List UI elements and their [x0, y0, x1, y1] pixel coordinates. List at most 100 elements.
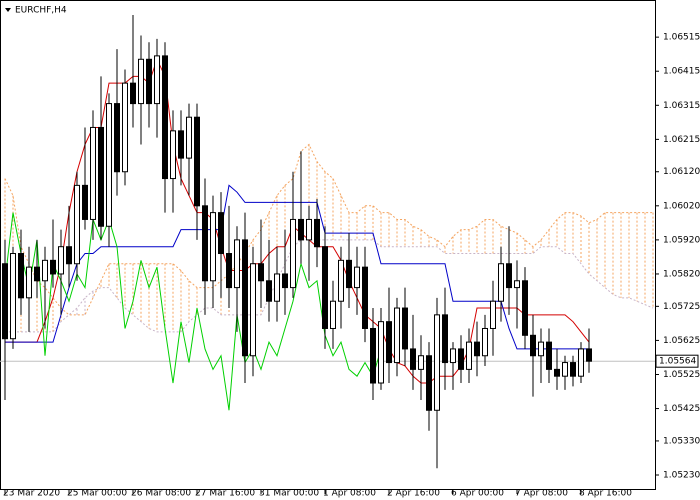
- candle-body: [266, 280, 272, 302]
- candle-body: [434, 314, 440, 411]
- candle-body: [210, 212, 216, 282]
- candle-body: [538, 341, 544, 357]
- candle-body: [282, 273, 288, 289]
- candle-body: [106, 103, 112, 227]
- candle-body: [178, 130, 184, 159]
- y-tick-label: 1.06120: [663, 167, 700, 177]
- candle-body: [570, 362, 576, 377]
- candle-body: [402, 307, 408, 350]
- candle-body: [258, 263, 264, 282]
- candle-body: [10, 253, 16, 340]
- candle-body: [298, 218, 304, 241]
- candle-body: [578, 348, 584, 377]
- y-tick-label: 1.05425: [663, 404, 700, 414]
- candle-body: [194, 116, 200, 207]
- candle-body: [394, 307, 400, 364]
- candle-body: [154, 55, 160, 105]
- last-price-box: [655, 354, 699, 368]
- candle-body: [42, 259, 48, 282]
- candle-body: [362, 266, 368, 329]
- plot-area: [0, 14, 655, 469]
- x-tick-label: 27 Mar 16:00: [195, 489, 255, 499]
- y-tick-label: 1.05625: [663, 336, 700, 346]
- candle-body: [274, 273, 280, 302]
- candle-body: [234, 239, 240, 289]
- candle-body: [418, 355, 424, 370]
- candle-body: [554, 368, 560, 377]
- candle-body: [354, 266, 360, 289]
- candle-body: [138, 58, 144, 105]
- candle-body: [114, 103, 120, 173]
- candle-body: [410, 348, 416, 370]
- candle-body: [306, 218, 312, 241]
- x-tick-label: 8 Apr 16:00: [579, 489, 632, 499]
- candle-body: [290, 218, 296, 289]
- y-tick-label: 1.05525: [663, 370, 700, 380]
- candle-body: [226, 253, 232, 289]
- y-tick-label: 1.05725: [663, 302, 700, 312]
- x-tick-label: 2 Apr 16:00: [387, 489, 440, 499]
- candle-body: [546, 341, 552, 370]
- candle-body: [562, 362, 568, 377]
- candle-body: [250, 263, 256, 357]
- candle-body: [26, 266, 32, 299]
- candle-body: [458, 348, 464, 370]
- candle-body: [2, 263, 8, 340]
- candle-body: [370, 327, 376, 384]
- title-arrow: [5, 8, 11, 12]
- candle-body: [66, 246, 72, 265]
- candle-body: [322, 246, 328, 329]
- candle-body: [74, 184, 80, 265]
- x-tick-label: 26 Mar 08:00: [131, 489, 191, 499]
- candle-body: [466, 341, 472, 370]
- x-tick-label: 7 Apr 08:00: [515, 489, 568, 499]
- candle-body: [18, 253, 24, 299]
- x-tick-label: 6 Apr 00:00: [451, 489, 504, 499]
- x-tick-label: 25 Mar 00:00: [67, 489, 127, 499]
- candle-body: [82, 184, 88, 220]
- candle-body: [530, 334, 536, 357]
- y-tick-label: 1.05820: [663, 269, 700, 279]
- candle-body: [98, 126, 104, 227]
- y-tick-label: 1.06020: [663, 201, 700, 211]
- candle-body: [202, 205, 208, 282]
- y-tick-label: 1.06315: [663, 101, 700, 111]
- candle-body: [90, 126, 96, 220]
- candle-body: [50, 259, 56, 275]
- span-b-line: [5, 239, 654, 333]
- candle-body: [122, 82, 128, 173]
- x-tick-label: 31 Mar 00:00: [259, 489, 319, 499]
- candle-body: [162, 55, 168, 180]
- plot-frame: [0, 0, 656, 490]
- candle-body: [314, 218, 320, 248]
- candle-body: [386, 321, 392, 364]
- candle-body: [378, 321, 384, 384]
- candle-body: [338, 259, 344, 302]
- candle-body: [474, 341, 480, 357]
- candle-body: [330, 300, 336, 329]
- candle-body: [490, 300, 496, 329]
- candle-body: [242, 239, 248, 357]
- chart-title: EURCHF,H4: [15, 6, 67, 16]
- candle-body: [170, 130, 176, 180]
- x-tick-label: 23 Mar 2020: [3, 489, 60, 499]
- candle-body: [346, 259, 352, 289]
- candle-body: [218, 212, 224, 255]
- candle-body: [442, 314, 448, 364]
- x-tick-label: 1 Apr 08:00: [323, 489, 376, 499]
- candle-body: [498, 263, 504, 302]
- candle-body: [186, 116, 192, 159]
- candle-body: [34, 266, 40, 282]
- last-price-label: 1.05564: [659, 357, 696, 367]
- y-tick-label: 1.06415: [663, 67, 700, 77]
- candle-body: [426, 355, 432, 411]
- candle-body: [514, 280, 520, 289]
- candle-body: [506, 263, 512, 289]
- candle-body: [522, 280, 528, 336]
- candle-body: [58, 246, 64, 275]
- candle-body: [586, 348, 592, 362]
- candle-body: [146, 58, 152, 105]
- indicator-line: [4, 212, 382, 411]
- candle-body: [450, 348, 456, 364]
